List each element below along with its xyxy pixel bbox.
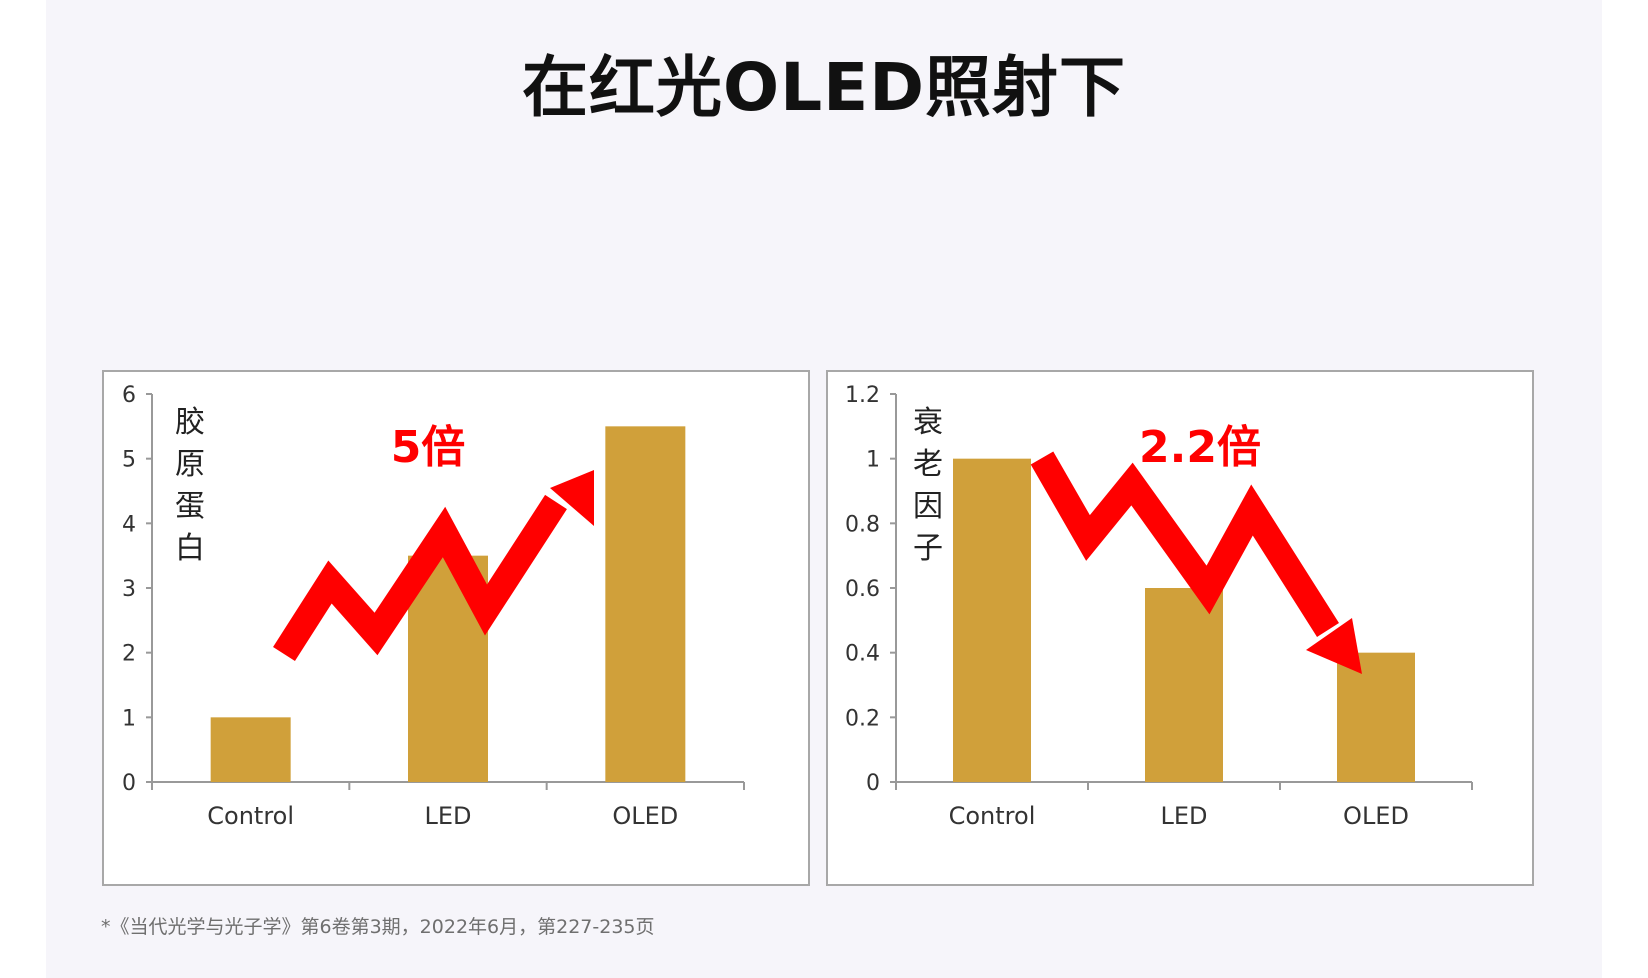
trend-arrow-shaft [1030,451,1339,637]
x-tick-label-oled: OLED [612,802,678,830]
bar-led [1145,588,1223,782]
y-axis-label-char-3: 白 [175,531,205,566]
multiplier-annotation: 2.2倍 [1139,422,1261,473]
page-title: 在红光OLED照射下 [521,49,1127,126]
bar-oled [1337,652,1415,782]
x-tick-label-control: Control [949,802,1036,830]
aging-factor-chart: 0 0.2 0.4 0.6 0.8 1 1.2 Control LED OLED 衰老因子 2.2倍 [826,370,1534,886]
y-tick-label-4: 4 [122,512,136,537]
y-axis-label-char-2: 蛋 [175,489,205,524]
trend-arrow-up-icon [273,470,594,661]
x-tick-label-oled: OLED [1343,802,1409,830]
y-tick-label-4: 0.8 [845,512,880,537]
bar-control [953,458,1031,782]
y-tick-label-5: 1 [866,448,880,473]
y-tick-label-2: 2 [122,642,136,667]
y-tick-label-6: 6 [122,383,136,408]
y-axis-label-char-1: 老 [913,447,943,482]
bar-oled [605,426,686,782]
y-axis-label-char-0: 衰 [913,405,943,440]
y-tick-label-1: 1 [122,706,136,731]
y-tick-label-1: 0.2 [845,706,880,731]
x-tick-label-led: LED [424,802,471,830]
y-axis-label-char-0: 胶 [175,405,205,440]
y-axis-label-char-3: 子 [913,531,943,566]
y-tick-label-3: 3 [122,577,136,602]
trend-arrow-down-icon [1030,451,1362,674]
y-tick-label-3: 0.6 [845,577,880,602]
multiplier-annotation: 5倍 [391,422,466,473]
x-tick-label-led: LED [1160,802,1207,830]
y-tick-label-0: 0 [866,771,880,796]
citation-footnote: *《当代光学与光子学》第6卷第3期，2022年6月，第227-235页 [101,916,655,938]
y-axis-label-char-1: 原 [175,447,205,482]
collagen-chart: 0 1 2 3 4 5 6 Control LED OLED 胶原蛋白 5倍 [102,370,810,886]
bar-control [210,717,291,782]
y-tick-label-2: 0.4 [845,642,880,667]
y-tick-label-5: 5 [122,448,136,473]
x-tick-label-control: Control [207,802,294,830]
trend-arrow-head [550,470,594,526]
trend-arrow-head [1306,618,1362,674]
y-tick-label-0: 0 [122,771,136,796]
y-axis-label-char-2: 因 [913,489,943,524]
y-tick-label-6: 1.2 [845,383,880,408]
trend-arrow-shaft [273,494,567,661]
